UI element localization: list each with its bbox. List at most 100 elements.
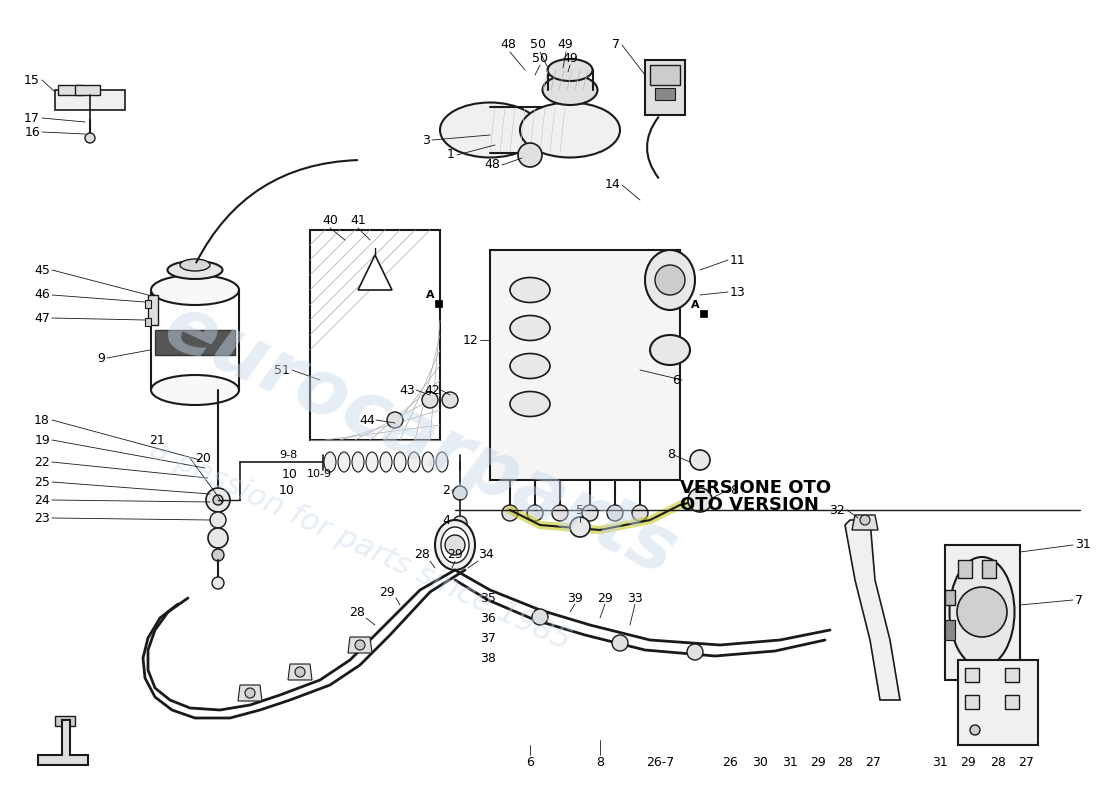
Bar [945,545,1020,680]
Text: 1: 1 [447,149,455,162]
Text: 28: 28 [349,606,365,618]
Text: A: A [426,290,434,300]
Text: 50: 50 [532,51,548,65]
Text: 28: 28 [414,549,430,562]
Ellipse shape [422,452,435,472]
Circle shape [518,143,542,167]
Text: 6: 6 [526,755,534,769]
Text: 2: 2 [442,483,450,497]
Text: 29: 29 [810,755,826,769]
Circle shape [970,725,980,735]
Text: 48: 48 [500,38,516,51]
Circle shape [532,609,548,625]
Polygon shape [845,520,900,700]
Ellipse shape [510,391,550,417]
Bar [310,230,440,440]
Text: 11: 11 [730,254,746,266]
Circle shape [688,488,712,512]
Bar [958,560,972,578]
Bar [945,590,955,605]
Text: 13: 13 [730,286,746,298]
Circle shape [355,640,365,650]
Bar [58,85,82,95]
Text: 33: 33 [627,591,642,605]
Circle shape [957,587,1006,637]
Circle shape [527,505,543,521]
Text: 7: 7 [1075,594,1084,606]
Circle shape [210,512,225,528]
Text: 29: 29 [597,591,613,605]
Text: 16: 16 [24,126,40,138]
Text: 25: 25 [34,475,50,489]
Text: 9-8: 9-8 [279,450,298,460]
Text: 48: 48 [484,158,500,171]
Ellipse shape [408,452,420,472]
Circle shape [552,505,568,521]
Text: 26-7: 26-7 [646,755,674,769]
Bar [650,65,680,85]
Text: eurocarparts: eurocarparts [152,289,688,591]
Text: 9: 9 [97,351,104,365]
Bar [965,695,979,709]
Circle shape [654,265,685,295]
Text: 17: 17 [24,111,40,125]
Text: 31: 31 [1075,538,1091,551]
Bar [965,668,979,682]
Text: A: A [691,300,700,310]
Text: 18: 18 [34,414,50,426]
Ellipse shape [352,452,364,472]
Ellipse shape [440,102,540,158]
Ellipse shape [394,452,406,472]
Text: 12: 12 [462,334,478,346]
Bar [434,300,442,307]
Ellipse shape [441,527,469,563]
Circle shape [245,688,255,698]
Ellipse shape [151,375,239,405]
Text: 45: 45 [34,263,50,277]
Ellipse shape [650,335,690,365]
Text: 28: 28 [837,755,852,769]
Bar [490,250,680,480]
Circle shape [607,505,623,521]
Text: OTO VERSION: OTO VERSION [680,496,818,514]
Ellipse shape [548,59,593,81]
Text: 28: 28 [990,755,1005,769]
Circle shape [212,549,224,561]
Text: 10-9: 10-9 [307,469,332,479]
Text: 39: 39 [568,591,583,605]
Circle shape [612,635,628,651]
Circle shape [208,528,228,548]
Text: VERSIONE OTO: VERSIONE OTO [680,479,832,497]
Text: 34: 34 [478,549,494,562]
Circle shape [206,488,230,512]
Circle shape [453,486,468,500]
Bar [700,310,707,317]
Bar [75,85,100,95]
Bar [1005,668,1019,682]
Text: 21: 21 [150,434,165,446]
Circle shape [85,133,95,143]
Polygon shape [39,720,88,765]
Text: 37: 37 [480,631,496,645]
Circle shape [860,515,870,525]
Ellipse shape [510,354,550,378]
Text: 38: 38 [480,651,496,665]
Text: 27: 27 [1019,755,1034,769]
Ellipse shape [338,452,350,472]
Polygon shape [358,255,392,290]
Circle shape [570,517,590,537]
Text: 24: 24 [34,494,50,506]
Text: 29: 29 [447,549,463,562]
Bar [155,330,235,355]
Ellipse shape [324,452,336,472]
Text: 4: 4 [442,514,450,526]
Polygon shape [288,664,312,680]
Ellipse shape [180,259,210,271]
Text: 51: 51 [274,363,290,377]
Ellipse shape [510,278,550,302]
Circle shape [632,505,648,521]
Bar [55,90,125,110]
Text: 8: 8 [596,755,604,769]
Text: 26: 26 [722,755,738,769]
Text: 36: 36 [480,611,496,625]
